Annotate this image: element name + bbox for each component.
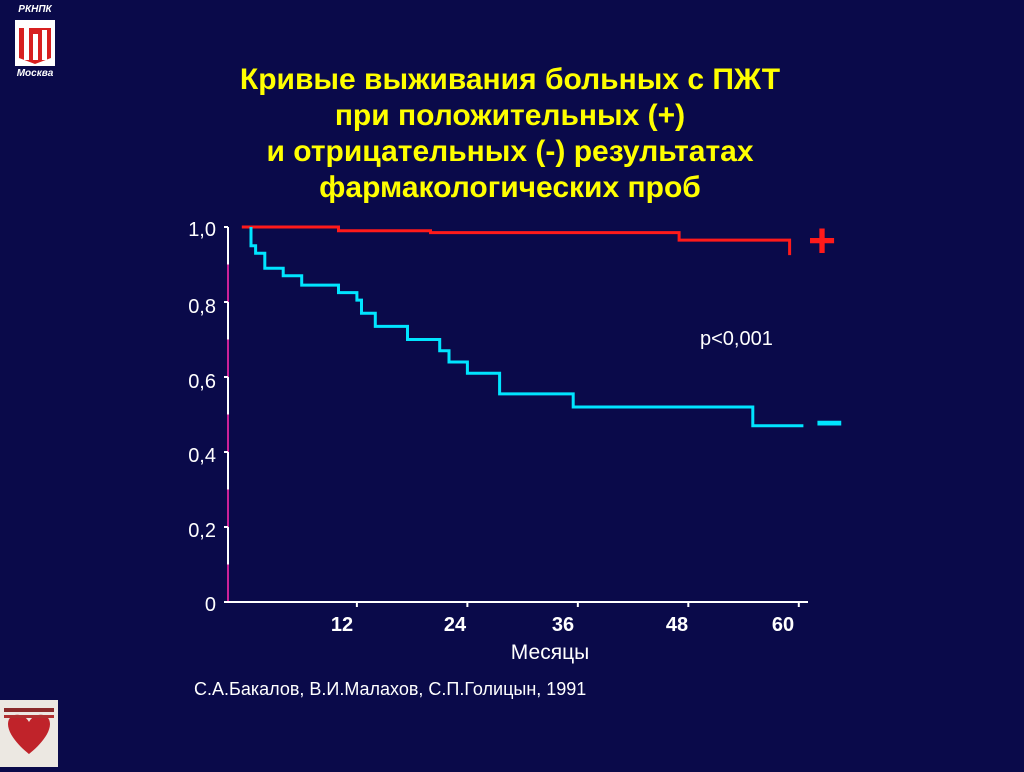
heart-logo-icon — [15, 20, 55, 66]
x-tick-label: 36 — [551, 614, 575, 636]
title-line-3: и отрицательных (-) результатах — [266, 135, 754, 168]
x-tick-label: 12 — [330, 614, 354, 636]
x-tick-label: 60 — [771, 614, 795, 636]
institution-logo: РКНПК Москва — [6, 4, 64, 82]
x-tick-label: 24 — [443, 614, 467, 636]
heart-emblem-icon — [0, 700, 58, 767]
y-tick-label: 0 — [204, 594, 216, 616]
positive-curve-label: + — [808, 215, 837, 268]
y-tick-label: 1,0 — [188, 219, 216, 241]
y-tick-label: 0,4 — [188, 445, 216, 467]
series-line-positive — [241, 225, 792, 256]
logo-text-top: РКНПК — [18, 4, 52, 15]
y-tick-label: 0,6 — [188, 371, 216, 393]
society-emblem — [0, 700, 58, 767]
title-line-1: Кривые выживания больных с ПЖТ — [239, 63, 781, 96]
y-tick-label: 0,2 — [188, 520, 216, 542]
logo-mark-icon — [15, 20, 55, 66]
title-line-2: при положительных (+) — [334, 99, 686, 132]
citation: С.А.Бакалов, В.И.Малахов, С.П.Голицын, 1… — [194, 679, 587, 699]
page-title: Кривые выживания больных с ПЖТ при полож… — [120, 62, 900, 206]
p-value-annotation: p<0,001 — [700, 328, 773, 350]
title-line-4: фармакологических проб — [319, 171, 701, 204]
x-tick-label: 48 — [665, 614, 689, 636]
x-axis-label: Месяцы — [510, 641, 590, 664]
negative-curve-label: – — [816, 394, 843, 447]
y-tick-label: 0,8 — [188, 296, 216, 318]
logo-text-bottom: Москва — [16, 68, 54, 79]
series-line-negative — [249, 227, 804, 428]
